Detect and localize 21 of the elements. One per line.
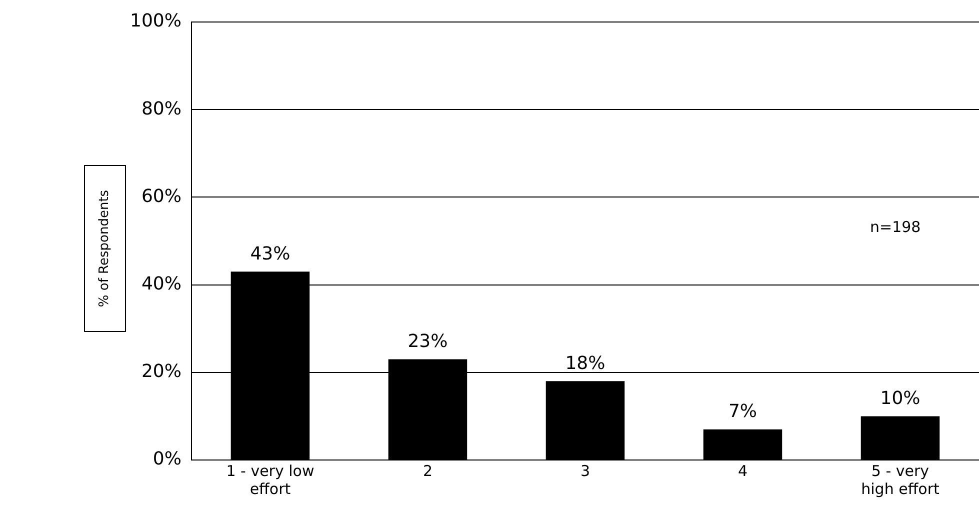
x-tick-label: 2 bbox=[422, 462, 432, 480]
data-label: 18% bbox=[565, 352, 606, 374]
y-tick-label: 0% bbox=[152, 448, 182, 470]
data-label: 23% bbox=[408, 330, 448, 352]
y-axis-title: % of Respondents bbox=[98, 190, 113, 308]
data-label: 10% bbox=[880, 388, 920, 409]
y-tick-label: 100% bbox=[130, 10, 182, 32]
bar bbox=[703, 429, 782, 460]
y-tick-label: 80% bbox=[141, 98, 182, 120]
y-tick-label: 40% bbox=[141, 273, 182, 294]
x-tick-label: 3 bbox=[580, 462, 590, 480]
x-tick-label: 5 - very high effort bbox=[861, 462, 940, 498]
data-label: 43% bbox=[250, 243, 290, 264]
bar bbox=[546, 381, 625, 460]
bar bbox=[860, 416, 940, 460]
x-tick-label: 4 bbox=[738, 462, 748, 480]
x-tick-label: 1 - very low effort bbox=[226, 462, 314, 498]
y-tick-label: 60% bbox=[141, 186, 182, 207]
y-tick-label: 20% bbox=[141, 361, 182, 382]
data-label: 7% bbox=[728, 401, 758, 422]
annotation: n=198 bbox=[870, 218, 921, 236]
